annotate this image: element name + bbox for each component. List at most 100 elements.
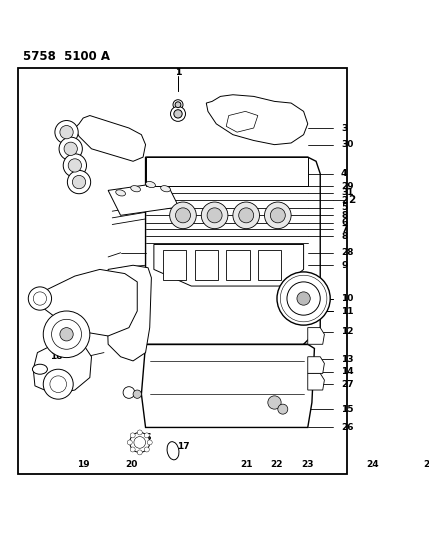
Circle shape — [207, 208, 222, 223]
Circle shape — [51, 319, 82, 349]
Bar — [258, 251, 281, 280]
Circle shape — [43, 369, 73, 399]
Text: 7: 7 — [341, 225, 347, 234]
Circle shape — [233, 202, 260, 229]
Text: 18: 18 — [50, 352, 63, 361]
Circle shape — [127, 440, 132, 445]
Polygon shape — [75, 116, 145, 161]
Ellipse shape — [131, 185, 140, 192]
Circle shape — [297, 292, 310, 305]
Text: 4: 4 — [341, 169, 347, 178]
Polygon shape — [206, 95, 308, 144]
Text: 5: 5 — [341, 204, 347, 212]
Polygon shape — [106, 265, 151, 361]
Circle shape — [175, 208, 190, 223]
Text: 3: 3 — [341, 124, 347, 133]
Text: 21: 21 — [240, 461, 252, 470]
Circle shape — [59, 137, 82, 160]
Text: 10: 10 — [341, 294, 353, 303]
Circle shape — [60, 328, 73, 341]
Bar — [145, 157, 308, 186]
Polygon shape — [145, 157, 320, 349]
Text: 22: 22 — [270, 461, 282, 470]
Text: 20: 20 — [125, 461, 138, 470]
Polygon shape — [33, 340, 91, 394]
Text: 6: 6 — [341, 219, 347, 228]
Circle shape — [33, 292, 47, 305]
Text: 11: 11 — [341, 306, 353, 316]
Circle shape — [170, 107, 185, 122]
Polygon shape — [226, 111, 258, 132]
Polygon shape — [37, 269, 137, 336]
Text: 12: 12 — [341, 327, 353, 336]
Circle shape — [173, 100, 183, 110]
Bar — [226, 251, 250, 280]
Polygon shape — [308, 328, 324, 344]
Text: 19: 19 — [77, 461, 90, 470]
Ellipse shape — [146, 181, 155, 188]
Circle shape — [73, 175, 86, 189]
Text: 15: 15 — [341, 405, 353, 414]
Text: 2: 2 — [347, 196, 355, 205]
Circle shape — [287, 282, 320, 315]
Circle shape — [174, 110, 182, 118]
Text: 24: 24 — [366, 461, 379, 470]
Circle shape — [130, 432, 150, 453]
Text: 8: 8 — [341, 232, 347, 240]
Circle shape — [239, 208, 254, 223]
Circle shape — [28, 287, 51, 310]
Text: 2: 2 — [341, 196, 347, 205]
Text: 25: 25 — [423, 461, 429, 470]
Bar — [195, 251, 218, 280]
Circle shape — [144, 433, 149, 438]
Circle shape — [277, 272, 330, 325]
Polygon shape — [308, 374, 324, 390]
Polygon shape — [154, 245, 304, 286]
Circle shape — [50, 376, 66, 392]
Text: 8: 8 — [341, 211, 347, 220]
Text: 5758  5100 A: 5758 5100 A — [23, 50, 110, 63]
Text: 1: 1 — [175, 68, 181, 77]
Polygon shape — [142, 344, 314, 427]
Circle shape — [130, 447, 135, 452]
Ellipse shape — [116, 190, 126, 196]
Text: 1: 1 — [175, 68, 181, 77]
Circle shape — [133, 390, 142, 398]
Text: 17: 17 — [177, 442, 189, 451]
Circle shape — [67, 171, 91, 193]
Circle shape — [201, 202, 228, 229]
Circle shape — [130, 433, 135, 438]
Bar — [163, 251, 186, 280]
Circle shape — [144, 447, 149, 452]
Text: 26: 26 — [341, 423, 353, 432]
Text: 30: 30 — [341, 140, 353, 149]
Circle shape — [137, 450, 142, 455]
Circle shape — [147, 440, 152, 445]
Text: 23: 23 — [302, 461, 314, 470]
Text: 9: 9 — [341, 261, 347, 270]
Circle shape — [265, 202, 291, 229]
Circle shape — [68, 159, 82, 172]
Text: 13: 13 — [341, 355, 353, 364]
Circle shape — [60, 125, 73, 139]
Text: 28: 28 — [341, 248, 353, 257]
Circle shape — [123, 387, 135, 398]
Circle shape — [268, 396, 281, 409]
Circle shape — [278, 404, 288, 414]
Circle shape — [63, 154, 87, 177]
Ellipse shape — [160, 185, 170, 192]
Text: 16: 16 — [139, 433, 152, 442]
Polygon shape — [108, 182, 179, 215]
Ellipse shape — [33, 364, 48, 374]
Ellipse shape — [167, 442, 179, 460]
Polygon shape — [308, 357, 324, 374]
Circle shape — [134, 437, 145, 448]
Circle shape — [43, 311, 90, 358]
Text: 31: 31 — [341, 188, 353, 197]
Text: 14: 14 — [341, 367, 353, 376]
Text: 27: 27 — [341, 379, 353, 389]
Circle shape — [270, 208, 285, 223]
Text: 29: 29 — [341, 182, 353, 191]
Circle shape — [175, 102, 181, 108]
Circle shape — [170, 202, 196, 229]
